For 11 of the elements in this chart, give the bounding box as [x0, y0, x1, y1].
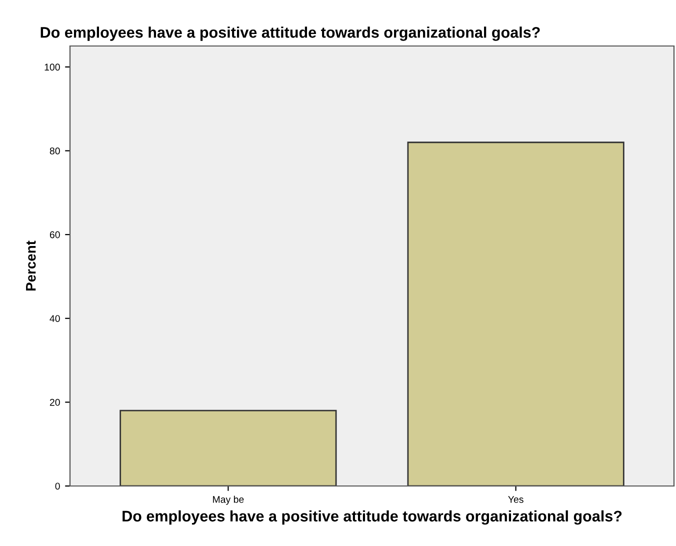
chart-title: Do employees have a positive attitude towards organizational goals? [40, 26, 540, 41]
y-tick-label: 100 [44, 64, 60, 71]
x-axis-title: Do employees have a positive attitude towards organizational goals? [122, 510, 622, 525]
y-tick-label: 60 [50, 231, 60, 238]
y-tick-label: 40 [50, 315, 60, 322]
y-axis-title: Percent [26, 240, 36, 291]
y-tick-label: 80 [50, 147, 60, 154]
y-tick-label: 0 [55, 482, 60, 490]
x-tick-label: Yes [508, 496, 524, 503]
x-tick-label: May be [213, 496, 244, 505]
y-tick-label: 20 [50, 398, 60, 406]
